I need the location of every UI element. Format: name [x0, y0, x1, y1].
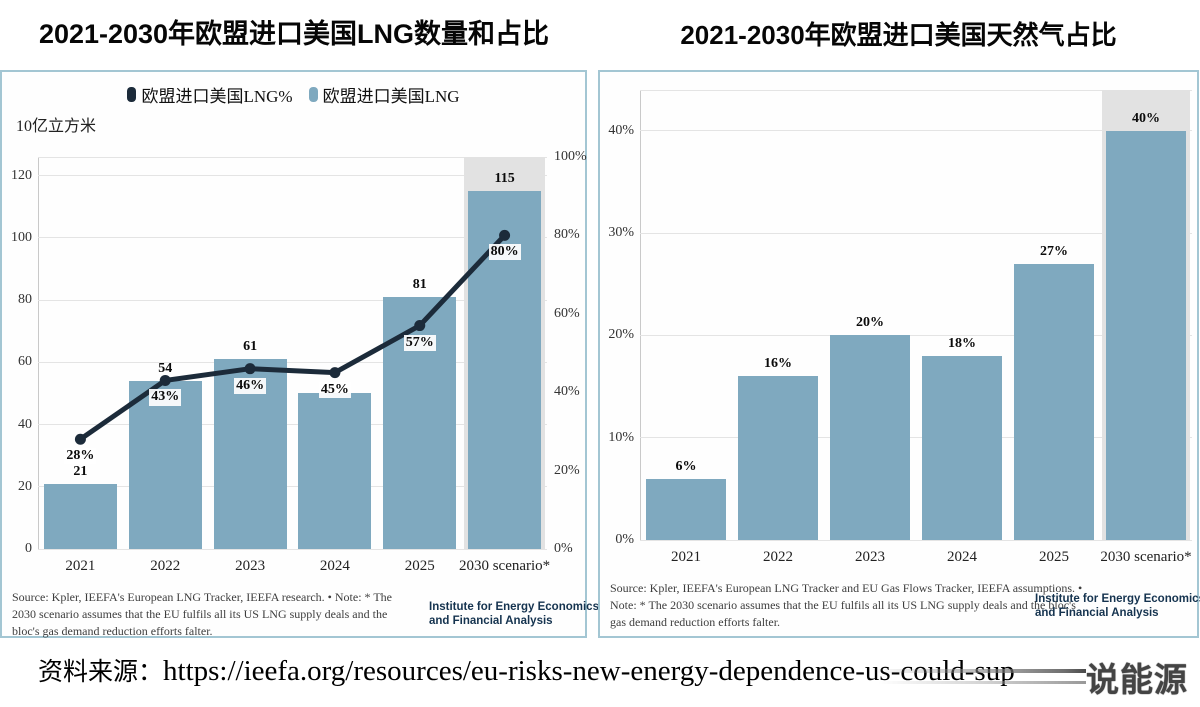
line-point-label: 45% [318, 381, 351, 398]
x-tick-label: 2021 [65, 558, 96, 574]
line-point-label: 57% [403, 334, 436, 351]
bar-value-label: 21 [73, 463, 88, 479]
line-point-label: 28% [64, 448, 97, 465]
x-tick-label: 2025 [404, 558, 435, 574]
grid-line [640, 437, 1192, 439]
y-axis-line [640, 90, 641, 540]
legend-item-line: 欧盟进口美国LNG% [127, 82, 293, 107]
y-tick-label: 30% [608, 225, 634, 241]
y-tick-label: 40% [608, 122, 634, 138]
y-right-tick-label: 20% [554, 462, 580, 478]
y-axis-unit-label: 10亿立方米 [16, 118, 97, 135]
grid-line [38, 361, 547, 363]
grid-line [640, 539, 1192, 541]
y-tick-label: 20% [608, 327, 634, 343]
footer-source-line: 资料来源：https://ieefa.org/resources/eu-risk… [38, 652, 1015, 688]
x-tick-label: 2025 [1039, 549, 1069, 565]
x-tick-label: 2022 [150, 558, 181, 574]
bar-2024 [298, 393, 372, 549]
grid-line [38, 175, 547, 177]
line-point-label: 46% [234, 377, 267, 394]
y-axis-line [38, 157, 39, 549]
y-tick-label: 100 [11, 229, 32, 245]
x-tick-label: 2021 [671, 549, 701, 565]
bar-value-label: 20% [856, 315, 884, 331]
right-source-note: Source: Kpler, IEEFA's European LNG Trac… [610, 581, 1083, 629]
x-tick-label: 2023 [855, 549, 885, 565]
grid-line [38, 157, 547, 158]
x-tick-label: 2030 scenario* [458, 558, 551, 574]
grid-line [640, 232, 1192, 234]
grid-line [38, 548, 547, 550]
legend-bar-marker-icon [308, 87, 318, 102]
bar-2022 [738, 376, 818, 540]
y-tick-label: 80 [18, 292, 32, 308]
grid-line [640, 90, 1192, 91]
x-tick-label: 2024 [947, 549, 977, 565]
bar-value-label: 81 [412, 277, 427, 292]
legend-bar-label: 欧盟进口美国LNG [322, 87, 460, 106]
ieefa-logo: Institute for Energy Economics and Finan… [1028, 586, 1200, 628]
bar-2023 [830, 335, 910, 540]
y-right-tick-label: 80% [554, 227, 580, 243]
footer-source-prefix: 资料来源： [38, 659, 164, 686]
x-tick-label: 2024 [319, 558, 350, 574]
y-right-tick-label: 60% [554, 305, 580, 321]
x-tick-label: 2023 [235, 558, 266, 574]
bar-2022 [128, 381, 202, 549]
footer-source-url[interactable]: https://ieefa.org/resources/eu-risks-new… [163, 655, 1015, 687]
left-source-note: Source: Kpler, IEEFA's European LNG Trac… [12, 590, 392, 638]
bar-value-label: 115 [494, 171, 515, 187]
grid-line [640, 130, 1192, 132]
grid-line [640, 334, 1192, 336]
y-tick-label: 10% [608, 429, 634, 445]
left-chart-legend: 欧盟进口美国LNG% 欧盟进口美国LNG [2, 82, 585, 107]
legend-line-marker-icon [127, 87, 137, 102]
y-right-tick-label: 0% [554, 541, 573, 556]
line-point-label: 43% [149, 389, 182, 406]
pct-line-series [74, 229, 511, 445]
watermark-text: 说能源 [1086, 663, 1188, 699]
legend-item-bar: 欧盟进口美国LNG [308, 82, 460, 107]
bar-value-label: 6% [675, 458, 697, 474]
x-tick-label: 2022 [763, 549, 793, 565]
ieefa-logo: Institute for Energy Economics and Finan… [422, 594, 599, 636]
x-tick-label: 2030 scenario* [1100, 549, 1192, 565]
y-tick-label: 120 [11, 167, 32, 183]
right-chart-plot-area: 6% 16% 20% 18% 27% 40% 2021 2022 2023 2024 2025 203… [640, 90, 1192, 565]
legend-line-label: 欧盟进口美国LNG% [141, 87, 293, 106]
y-right-tick-label: 100% [554, 149, 587, 164]
y-tick-label: 0 [25, 541, 32, 556]
y-tick-label: 40 [18, 416, 32, 432]
bar-value-label: 61 [243, 339, 258, 355]
bar-2024 [922, 355, 1002, 540]
bar-2021 [43, 483, 117, 549]
y-tick-label: 60 [18, 354, 32, 370]
ieefa-logo-text: Institute for Energy Economics and Finan… [429, 601, 599, 627]
grid-line [38, 424, 547, 426]
line-point-label: 80% [488, 244, 521, 261]
bar-value-label: 18% [948, 335, 976, 351]
bar-2025 [1014, 263, 1094, 540]
bar-value-label: 54 [158, 361, 173, 376]
bar-2030 scenario* [1106, 130, 1186, 540]
left-chart-panel: 欧盟进口美国LNG% 欧盟进口美国LNG 10亿立方米 21 54 61 81 115 2… [0, 70, 599, 638]
right-chart-title: 2021-2030年欧盟进口美国天然气占比 [680, 20, 1117, 50]
grid-line [38, 299, 547, 301]
bar-2021 [646, 478, 726, 540]
ieefa-logo-text: Institute for Energy Economics and Finan… [1035, 593, 1200, 619]
grid-line [38, 237, 547, 239]
right-chart-panel: 6% 16% 20% 18% 27% 40% 2021 2022 2023 2024 2025 203… [598, 70, 1200, 638]
bar-value-label: 40% [1132, 110, 1160, 126]
y-right-tick-label: 40% [554, 384, 580, 400]
bar-value-label: 16% [764, 356, 792, 372]
y-tick-label: 0% [615, 532, 634, 547]
left-chart-title: 2021-2030年欧盟进口美国LNG数量和占比 [38, 19, 550, 49]
grid-line [38, 486, 547, 488]
left-chart-plot-area: 21 54 61 81 115 2021 2022 2023 2024 2025 2030 scen… [38, 157, 550, 574]
y-tick-label: 20 [18, 478, 32, 494]
bar-value-label: 27% [1040, 243, 1068, 259]
